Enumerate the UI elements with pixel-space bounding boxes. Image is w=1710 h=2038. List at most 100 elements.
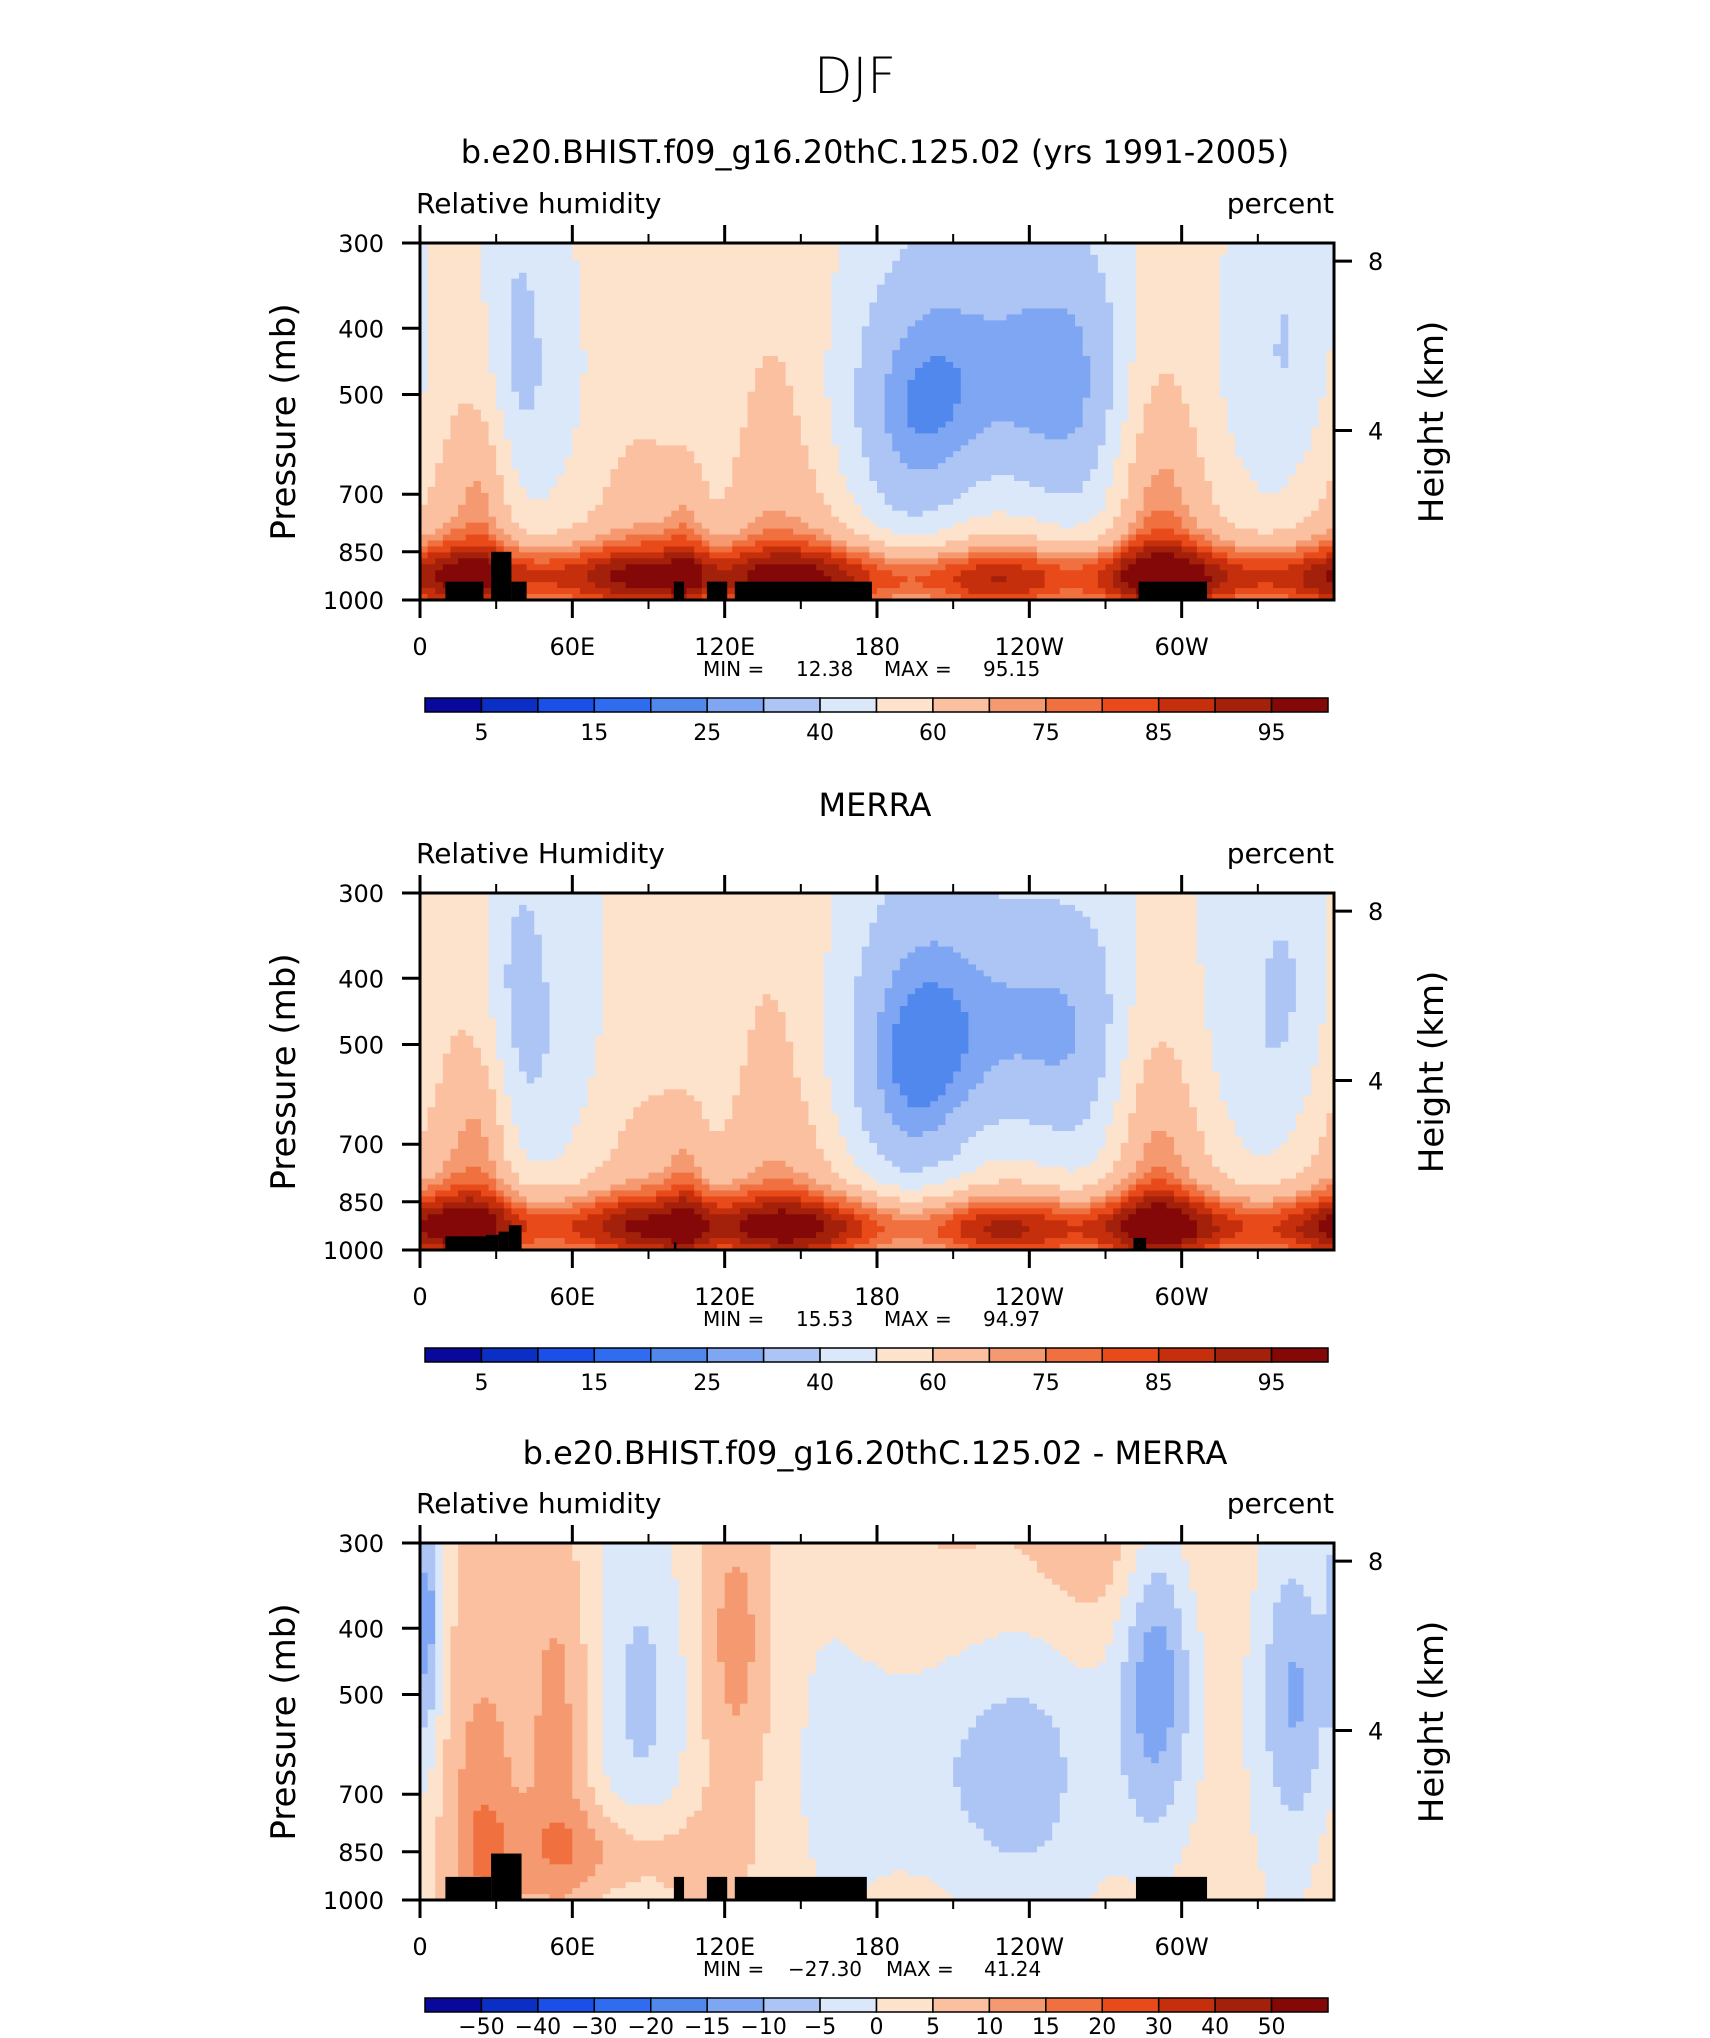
field-cell [595,254,604,262]
field-cell [937,481,947,488]
field-cell [678,510,688,518]
field-cell [564,546,573,553]
field-cell [907,379,916,387]
field-cell [831,409,840,417]
field-cell [602,338,612,345]
field-cell [709,558,718,565]
field-cell [1014,558,1023,565]
field-cell [564,445,573,452]
field-cell [526,296,535,304]
field-cell [488,362,497,369]
field-cell [694,588,703,595]
field-cell [953,576,962,583]
field-cell [519,427,528,434]
field-cell [755,486,764,494]
field-cell [579,594,589,600]
field-cell [770,558,779,565]
field-cell [595,427,604,434]
field-cell [488,284,497,292]
field-cell [564,421,573,429]
field-cell [816,367,825,375]
field-cell [915,266,924,274]
field-cell [648,403,657,411]
field-cell [511,278,520,286]
field-cell [960,492,969,500]
field-cell [473,433,482,440]
field-cell [686,338,695,345]
field-cell [465,272,474,280]
field-cell [694,552,703,559]
field-cell [861,284,870,292]
field-cell [579,576,589,583]
field-cell [503,326,512,333]
field-cell [526,254,535,262]
field-cell [435,516,444,524]
field-cell [663,510,672,518]
field-cell [618,516,627,524]
field-cell [579,588,589,595]
field-cell [785,534,794,542]
field-cell [800,272,810,280]
field-cell [572,570,581,577]
field-cell [450,397,459,405]
field-cell [640,516,650,524]
field-cell [1036,498,1046,506]
field-cell [503,528,512,536]
field-cell [991,469,1000,476]
field-cell [945,302,954,310]
field-cell [922,576,931,583]
field-cell [663,498,672,506]
field-cell [640,469,650,476]
field-cell [793,266,802,274]
field-cell [762,284,771,292]
field-cell [1021,379,1030,387]
field-cell [770,427,779,434]
field-cell [450,486,459,494]
field-cell [557,498,566,506]
field-cell [496,320,505,327]
field-cell [877,266,886,274]
field-cell [473,570,482,577]
field-cell [823,421,832,429]
field-cell [960,254,969,262]
field-cell [579,546,589,553]
field-cell [899,362,909,369]
field-cell [625,534,634,542]
field-cell [953,504,962,512]
field-cell [541,302,551,310]
field-cell [976,481,985,488]
field-cell [526,469,535,476]
field-cell [732,296,741,304]
field-cell [831,492,840,500]
field-cell [610,266,619,274]
field-cell [838,534,848,542]
field-cell [899,356,909,363]
field-cell [960,385,969,393]
field-cell [907,457,916,464]
field-cell [442,391,452,399]
field-cell [595,421,604,429]
field-cell [496,344,505,351]
field-cell [816,540,825,548]
field-cell [945,546,954,553]
field-cell [564,302,573,310]
field-cell [442,492,452,500]
field-cell [838,439,848,446]
field-cell [838,528,848,536]
field-cell [640,582,650,589]
field-cell [511,522,520,530]
field-cell [678,248,688,256]
field-cell [1029,403,1038,411]
field-cell [1014,362,1023,369]
field-cell [816,510,825,518]
field-cell [610,475,619,482]
field-cell [678,314,688,321]
field-cell [724,463,733,470]
field-cell [861,373,870,381]
field-cell [838,284,848,292]
field-cell [465,457,474,464]
field-cell [976,510,985,518]
field-cell [922,326,931,333]
field-cell [503,516,512,524]
field-cell [511,415,520,423]
